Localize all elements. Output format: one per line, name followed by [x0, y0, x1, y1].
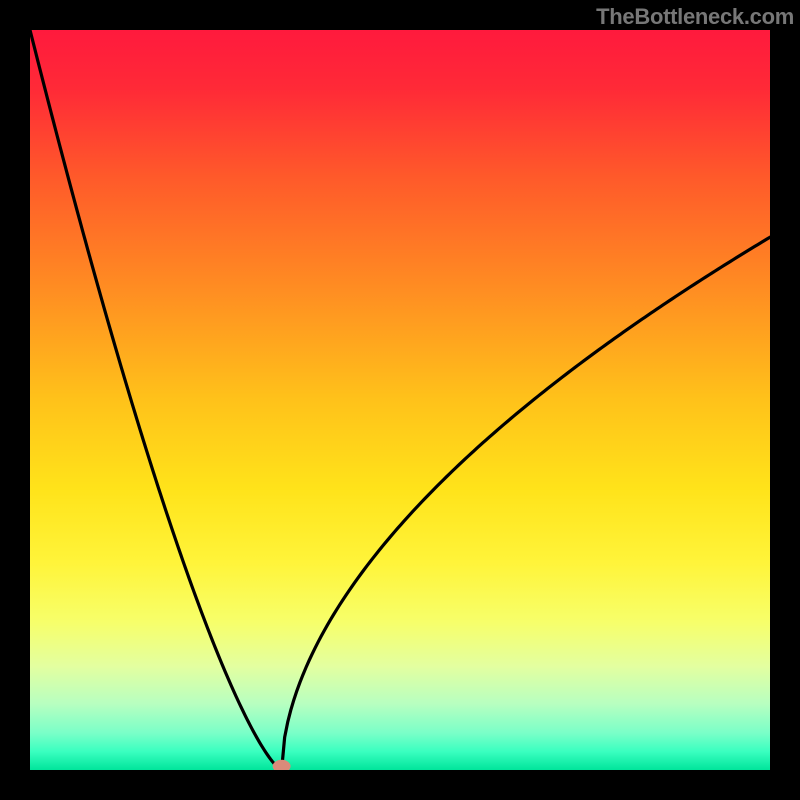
plot-area — [30, 30, 770, 770]
gradient-background — [30, 30, 770, 770]
plot-svg — [30, 30, 770, 770]
watermark-text: TheBottleneck.com — [596, 4, 794, 30]
chart-frame: TheBottleneck.com — [0, 0, 800, 800]
